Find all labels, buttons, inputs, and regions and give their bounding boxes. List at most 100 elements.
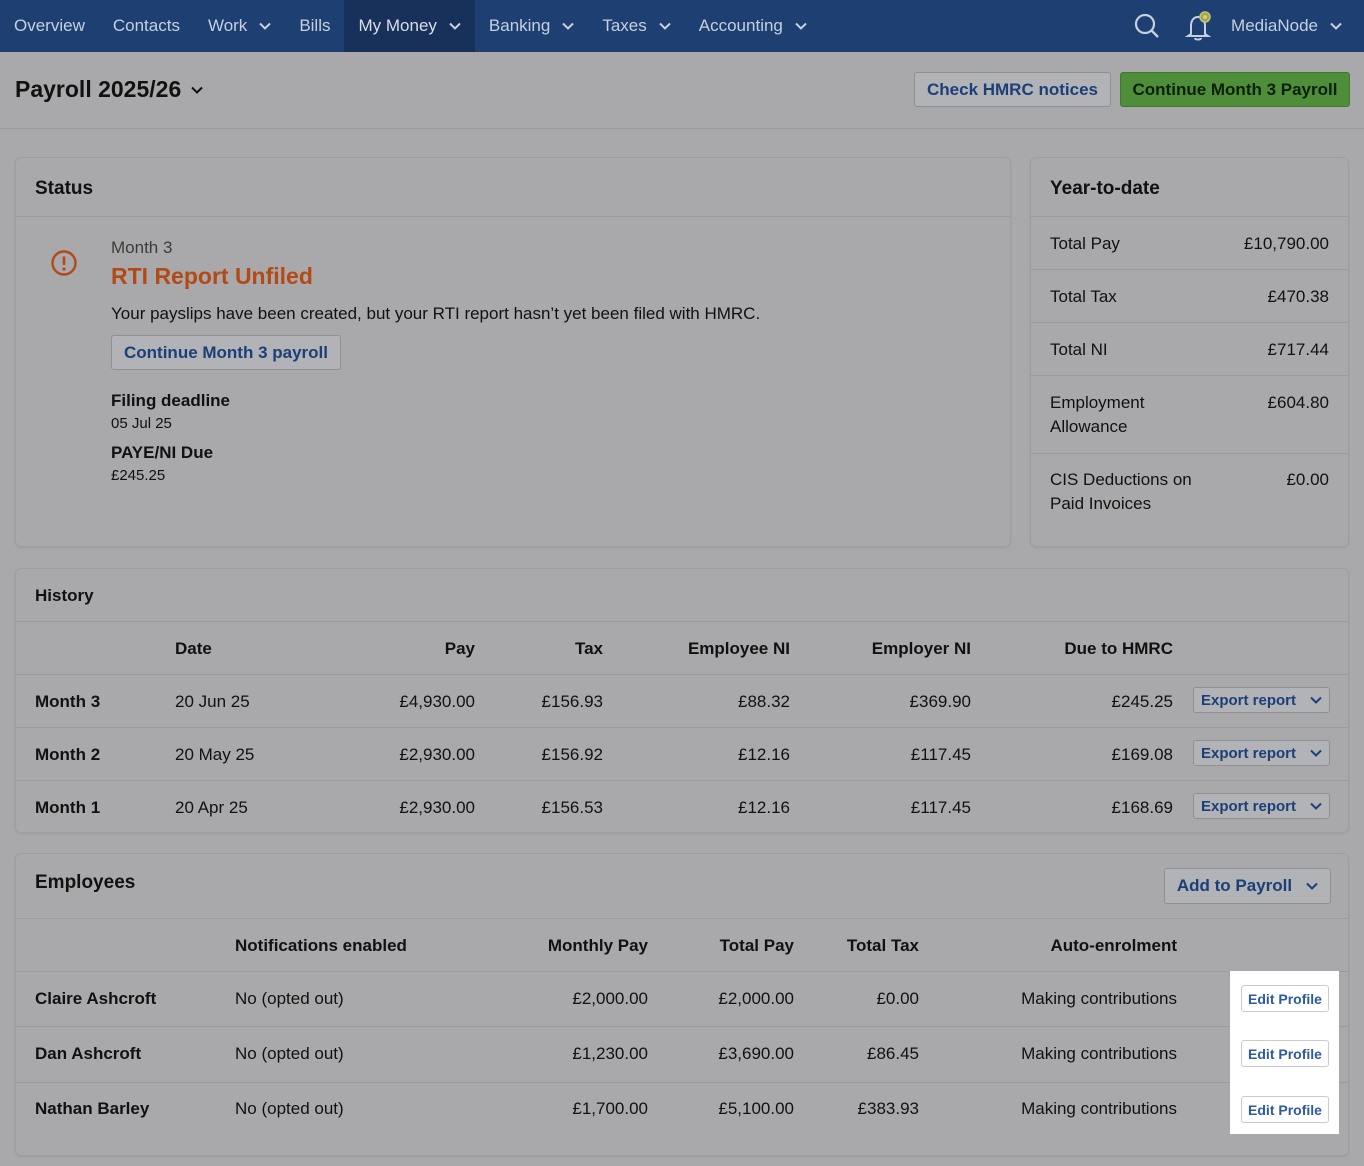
nav-item-taxes[interactable]: Taxes — [588, 0, 684, 52]
chevron-down-icon — [1310, 696, 1322, 704]
filing-deadline-value: 05 Jul 25 — [111, 415, 172, 432]
history-due: £168.69 — [1111, 798, 1173, 817]
history-date: 20 Apr 25 — [175, 798, 248, 817]
top-nav: Overview Contacts Work Bills My Money Ba… — [0, 0, 1364, 52]
history-employee-ni: £12.16 — [738, 798, 790, 817]
nav-item-accounting[interactable]: Accounting — [685, 0, 821, 52]
chevron-down-icon — [449, 22, 461, 30]
status-message: Your payslips have been created, but you… — [111, 304, 761, 323]
chevron-down-icon — [1310, 802, 1322, 810]
column-header: Total Tax — [846, 936, 919, 955]
employees-heading: Employees — [35, 872, 136, 893]
export-report-button[interactable]: Export report — [1193, 740, 1330, 766]
column-header: Employer NI — [871, 639, 971, 658]
nav-item-label: Contacts — [112, 16, 180, 35]
employees-card: Employees Add to Payroll Notifications e… — [15, 853, 1349, 1156]
edit-profile-button[interactable]: Edit Profile — [1241, 985, 1329, 1012]
ytd-value: £717.44 — [1267, 340, 1329, 359]
employee-monthly-pay: £2,000.00 — [572, 989, 648, 1008]
column-header: Tax — [574, 639, 603, 658]
continue-month-3-payroll-link-button[interactable]: Continue Month 3 payroll — [111, 335, 341, 370]
history-employer-ni: £117.45 — [910, 745, 971, 764]
nav-item-label: Accounting — [698, 16, 783, 35]
column-header: Monthly Pay — [547, 936, 648, 955]
chevron-down-icon — [795, 22, 807, 30]
ytd-label: Total Pay — [1050, 234, 1120, 253]
column-header: Auto-enrolment — [1050, 936, 1177, 955]
ytd-heading: Year-to-date — [1050, 178, 1160, 199]
column-header: Pay — [444, 639, 475, 658]
history-employee-ni: £88.32 — [738, 692, 790, 711]
edit-profile-button[interactable]: Edit Profile — [1241, 1040, 1329, 1067]
nav-item-overview[interactable]: Overview — [0, 0, 99, 52]
column-header: Due to HMRC — [1064, 639, 1173, 658]
column-header: Employee NI — [687, 639, 790, 658]
ytd-label: CIS Deductions on — [1050, 470, 1192, 489]
ytd-value: £0.00 — [1286, 470, 1329, 489]
employee-notifications: No (opted out) — [235, 989, 344, 1008]
add-to-payroll-button[interactable]: Add to Payroll — [1164, 868, 1331, 904]
employee-total-tax: £383.93 — [857, 1099, 919, 1118]
history-period-link[interactable]: Month 3 — [35, 692, 101, 711]
employee-name-link[interactable]: Dan Ashcroft — [35, 1044, 142, 1063]
history-employer-ni: £117.45 — [910, 798, 971, 817]
page-header: Payroll 2025/26 Check HMRC notices Conti… — [0, 52, 1364, 129]
history-due: £245.25 — [1111, 692, 1173, 711]
employee-monthly-pay: £1,700.00 — [572, 1099, 648, 1118]
ytd-label: Allowance — [1050, 417, 1128, 436]
employee-notifications: No (opted out) — [235, 1099, 344, 1118]
history-period-link[interactable]: Month 2 — [35, 745, 101, 764]
payroll-year-selector[interactable]: Payroll 2025/26 — [15, 76, 203, 103]
ytd-label: Total NI — [1050, 340, 1108, 359]
nav-item-bills[interactable]: Bills — [285, 0, 344, 52]
check-hmrc-notices-button[interactable]: Check HMRC notices — [914, 72, 1111, 107]
history-card: History Date Pay Tax Employee NI Employe… — [15, 568, 1349, 833]
employee-name-link[interactable]: Claire Ashcroft — [35, 989, 157, 1008]
history-date: 20 Jun 25 — [175, 692, 250, 711]
export-report-button[interactable]: Export report — [1193, 793, 1330, 819]
employee-auto-enrolment: Making contributions — [1021, 1044, 1177, 1063]
search-icon[interactable] — [1121, 0, 1173, 52]
nav-item-label: Banking — [488, 16, 551, 35]
employee-name-link[interactable]: Nathan Barley — [35, 1099, 150, 1118]
account-menu[interactable]: MediaNode — [1225, 0, 1364, 52]
status-month: Month 3 — [111, 238, 173, 257]
nav-item-banking[interactable]: Banking — [475, 0, 588, 52]
nav-item-label: Bills — [299, 16, 331, 35]
history-due: £169.08 — [1111, 745, 1173, 764]
employee-total-tax: £0.00 — [876, 989, 919, 1008]
year-to-date-card: Year-to-date Total Pay £10,790.00 Total … — [1030, 157, 1349, 547]
alert-circle-icon — [51, 250, 77, 276]
nav-item-my-money[interactable]: My Money — [344, 0, 475, 52]
ytd-label: Paid Invoices — [1050, 494, 1152, 513]
chevron-down-icon — [659, 22, 671, 30]
bell-icon[interactable] — [1173, 0, 1225, 52]
history-employee-ni: £12.16 — [738, 745, 790, 764]
ytd-label: Total Tax — [1050, 287, 1117, 306]
column-header: Total Pay — [719, 936, 794, 955]
continue-month-3-payroll-button[interactable]: Continue Month 3 Payroll — [1120, 72, 1350, 107]
chevron-down-icon — [259, 22, 272, 30]
export-report-button[interactable]: Export report — [1193, 687, 1330, 713]
column-header: Notifications enabled — [235, 936, 407, 955]
ytd-label: Employment — [1050, 393, 1145, 412]
employee-total-pay: £3,690.00 — [718, 1044, 794, 1063]
column-header: Date — [175, 639, 212, 658]
nav-item-work[interactable]: Work — [194, 0, 285, 52]
chevron-down-icon — [1306, 882, 1318, 890]
employee-auto-enrolment: Making contributions — [1021, 989, 1177, 1008]
chevron-down-icon — [1310, 749, 1322, 757]
filing-deadline-label: Filing deadline — [111, 391, 231, 410]
chevron-down-icon — [191, 86, 203, 94]
history-period-link[interactable]: Month 1 — [35, 798, 101, 817]
status-title: RTI Report Unfiled — [111, 263, 313, 289]
account-label: MediaNode — [1231, 16, 1318, 35]
employee-notifications: No (opted out) — [235, 1044, 344, 1063]
nav-item-label: Taxes — [602, 16, 647, 35]
nav-item-contacts[interactable]: Contacts — [99, 0, 194, 52]
chevron-down-icon — [562, 22, 575, 30]
edit-profile-button[interactable]: Edit Profile — [1241, 1096, 1329, 1123]
paye-ni-due-value: £245.25 — [111, 467, 166, 484]
ytd-value: £10,790.00 — [1243, 234, 1329, 253]
history-pay: £2,930.00 — [399, 798, 475, 817]
